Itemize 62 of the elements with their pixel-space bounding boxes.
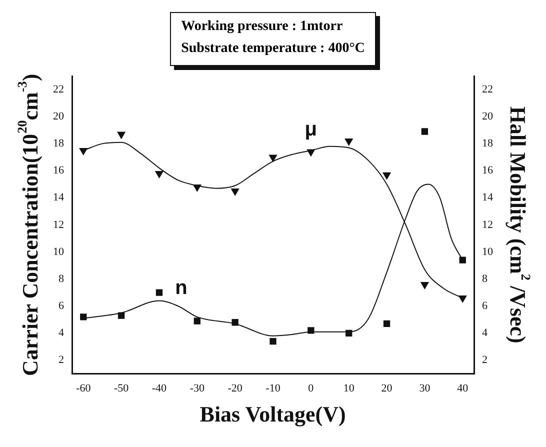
point xyxy=(118,312,125,319)
point xyxy=(155,170,164,178)
point xyxy=(344,138,353,146)
point xyxy=(117,132,126,139)
point xyxy=(156,289,163,296)
x-tick-label: -40 xyxy=(152,382,168,394)
y2-tick-label: 22 xyxy=(482,83,493,96)
point xyxy=(383,320,390,328)
x-tick-label: 0 xyxy=(308,382,314,394)
series-label: n xyxy=(175,277,188,300)
x-axis-title: Bias Voltage(V) xyxy=(200,401,346,426)
y-tick-label: 12 xyxy=(53,218,64,231)
point xyxy=(459,256,466,264)
point xyxy=(382,172,391,180)
point xyxy=(306,149,315,156)
x-tick-label: -30 xyxy=(190,382,205,394)
point xyxy=(269,154,277,162)
y2-tick-label: 16 xyxy=(482,164,494,177)
x-tick-label: 30 xyxy=(419,382,431,394)
x-tick-label: -50 xyxy=(114,382,130,394)
point xyxy=(232,319,238,326)
y2-tick-label: 6 xyxy=(482,300,488,312)
y2-tick-label: 2 xyxy=(482,354,488,366)
y2-tick-label: 10 xyxy=(482,246,494,258)
y2-axis-title: Hall Mobility (cm2 /Vsec) xyxy=(505,106,534,344)
x-tick-label: 20 xyxy=(381,382,393,394)
point xyxy=(421,128,428,135)
y2-tick-label: 12 xyxy=(482,218,493,231)
y-tick-label: 6 xyxy=(58,300,64,312)
point xyxy=(346,330,352,337)
point xyxy=(308,327,314,334)
y2-tick-label: 18 xyxy=(482,138,494,150)
point xyxy=(270,338,276,345)
chart-subtitle: Substrate temperature : 400°C xyxy=(181,40,365,58)
y2-tick-label: 8 xyxy=(482,272,488,285)
y-tick-label: 10 xyxy=(53,246,64,258)
y2-tick-label: 4 xyxy=(482,327,488,340)
y-tick-label: 18 xyxy=(53,138,64,150)
y2-tick-label: 14 xyxy=(482,192,494,204)
point xyxy=(420,282,429,289)
x-tick-label: -20 xyxy=(228,382,243,394)
x-tick-label: 10 xyxy=(343,382,355,394)
x-tick-label: 40 xyxy=(457,382,469,394)
y-tick-label: 14 xyxy=(53,192,64,204)
y-tick-label: 20 xyxy=(53,110,64,122)
y-tick-label: 16 xyxy=(53,164,64,177)
y-tick-label: 22 xyxy=(53,83,64,96)
y-tick-label: 4 xyxy=(58,327,64,340)
point xyxy=(194,318,200,324)
y2-tick-label: 20 xyxy=(482,110,494,122)
x-tick-label: -10 xyxy=(266,382,281,394)
y-tick-label: 2 xyxy=(58,354,64,366)
y-axis-title: Carrier Concentration(1020cm-3) xyxy=(14,74,43,376)
point xyxy=(193,184,202,192)
chart-title: Working pressure : 1mtorr xyxy=(181,18,344,36)
point xyxy=(231,188,240,196)
point xyxy=(80,314,87,320)
point xyxy=(79,148,88,155)
series-label: μ xyxy=(304,118,318,140)
point xyxy=(458,295,467,302)
y-tick-label: 8 xyxy=(58,272,64,285)
x-tick-label: -60 xyxy=(76,382,92,394)
